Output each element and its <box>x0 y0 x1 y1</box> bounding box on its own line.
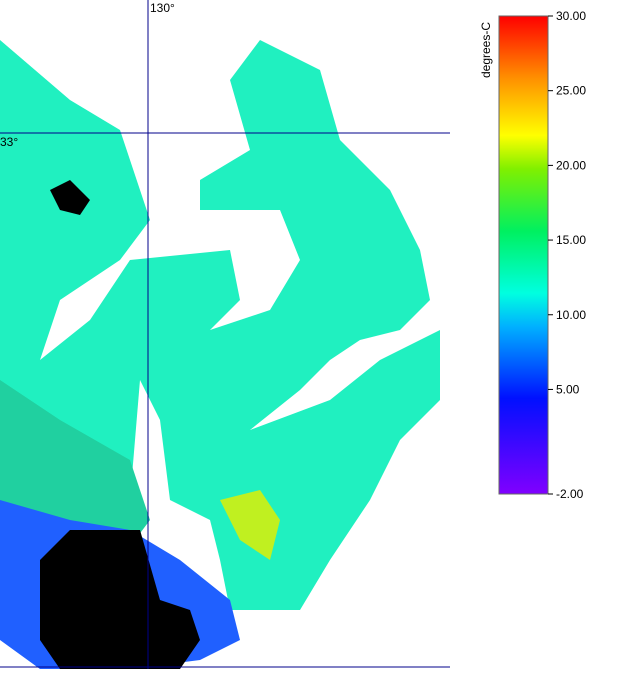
tick-label: 20.00 <box>556 158 586 172</box>
tick-label: 25.00 <box>556 84 586 98</box>
longitude-label: 130° <box>150 1 175 15</box>
tick-label: 15.00 <box>556 233 586 247</box>
colorbar: degrees-C 30.00 25.00 20.00 15.00 10.00 5.00 -… <box>479 9 586 501</box>
tick-label: 10.00 <box>556 308 586 322</box>
colorbar-title: degrees-C <box>479 22 493 78</box>
no-data-area <box>50 180 90 215</box>
tick-label: 5.00 <box>556 382 580 396</box>
latitude-label: 33° <box>0 135 18 149</box>
tick-label: 30.00 <box>556 9 586 23</box>
tick-label: -2.00 <box>556 487 584 501</box>
map: 130° 33° <box>0 0 450 669</box>
colorbar-scale <box>498 15 549 495</box>
no-data-area <box>40 530 200 669</box>
warm-area <box>220 490 280 560</box>
